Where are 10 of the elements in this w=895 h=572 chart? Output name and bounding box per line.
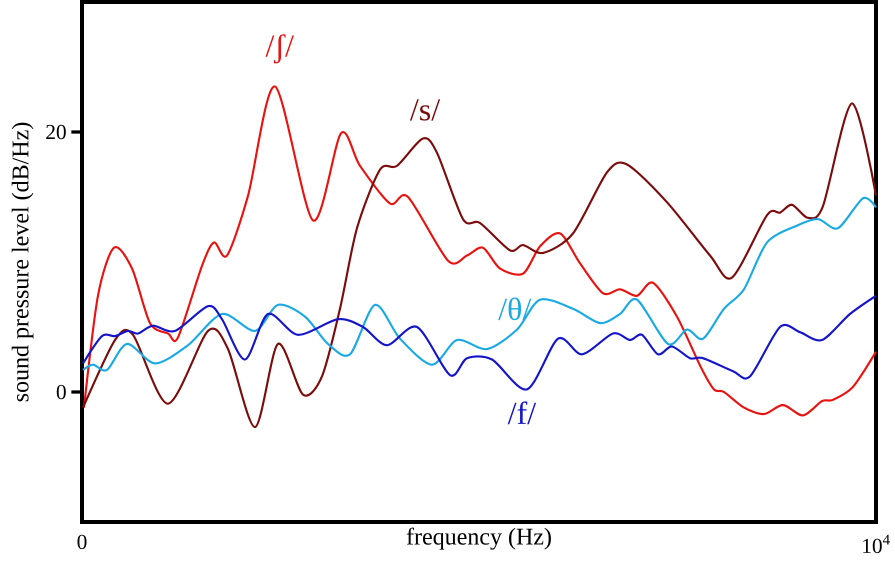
series-label: /f/ <box>508 401 536 424</box>
y-tick-label: 20 <box>46 124 66 140</box>
series-label: /s/ <box>410 99 440 121</box>
series-label: /ʃ/ <box>265 34 294 64</box>
x-axis-title: frequency (Hz) <box>406 528 551 550</box>
series-label: /θ/ <box>498 297 532 320</box>
y-axis-title: sound pressure level (dB/Hz) <box>12 122 34 402</box>
line-series <box>82 197 878 372</box>
line-series <box>82 294 878 390</box>
x-tick-label: 10$^{4}$ <box>863 534 890 554</box>
